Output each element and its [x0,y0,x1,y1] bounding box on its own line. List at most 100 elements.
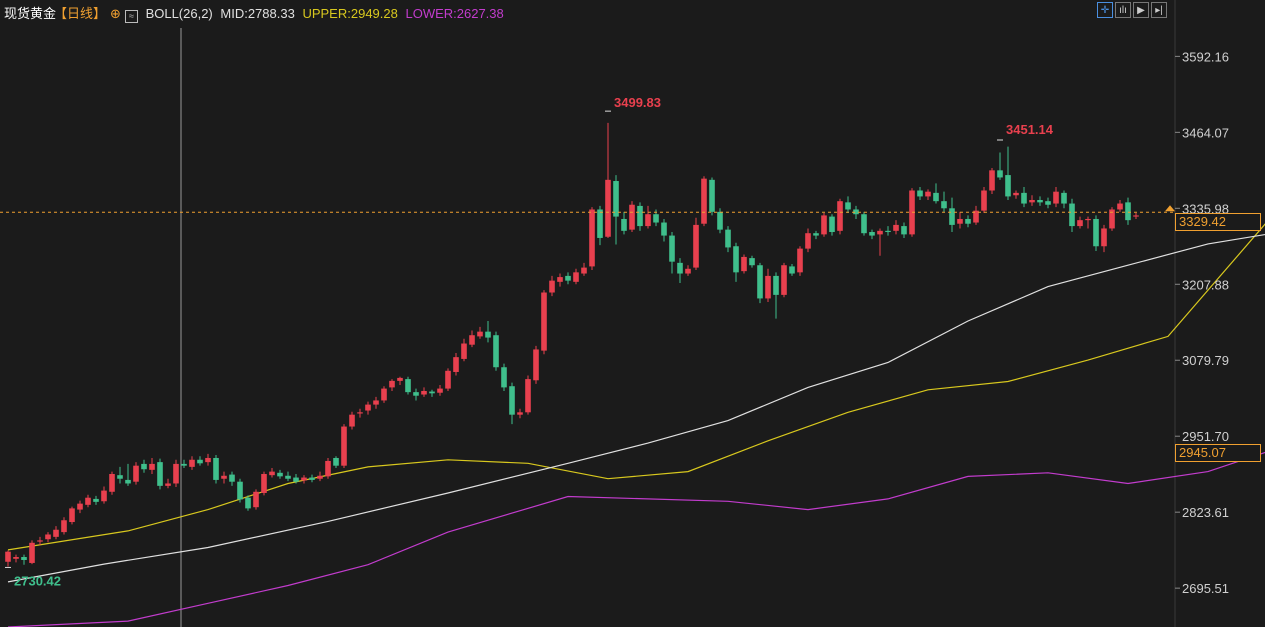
candle [93,495,99,505]
candle-body [885,230,891,233]
candle [549,275,555,297]
y-tick-label: 3464.07 [1182,125,1229,140]
indicator-name: BOLL(26,2) [145,6,213,21]
candle [61,517,67,535]
candle [213,455,219,484]
candle [285,471,291,482]
candle-body [317,475,323,479]
candle [173,459,179,488]
candle [877,228,883,256]
candle-body [605,179,611,237]
candle [957,211,963,229]
candle-body [149,463,155,470]
play-icon[interactable]: ▶ [1133,2,1149,18]
y-tick-label: 3335.98 [1182,201,1229,216]
candle [21,554,27,565]
candle-body [853,209,859,215]
candle [293,473,299,484]
current-price-badge: 3329.42 [1175,213,1261,232]
candle-body [1005,175,1011,197]
candle [765,268,771,302]
candle [925,189,931,200]
candle [941,191,947,212]
candle [141,459,147,473]
candle [557,273,563,287]
candle [269,468,275,478]
candle [861,211,867,236]
candle [1085,216,1091,229]
crosshair-icon[interactable]: ✛ [1097,2,1113,18]
candle [277,469,283,479]
candle-body [517,412,523,415]
extreme-annotations: 3499.83 3451.14 2730.42 [5,95,1054,588]
candle-body [1045,201,1051,205]
candle [989,167,995,195]
candle [829,214,835,236]
candle [253,489,259,510]
candle [757,262,763,304]
candle [677,258,683,284]
candle-body [1037,199,1043,203]
candle-body [213,457,219,480]
candle [821,213,827,237]
candle [301,475,307,484]
candle [221,471,227,484]
candle [837,198,843,235]
candles-icon[interactable]: ılı [1115,2,1131,18]
candle-body [925,191,931,197]
candle-body [373,400,379,405]
candle [1061,190,1067,209]
y-tick-label: 2951.70 [1182,429,1229,444]
candle [565,272,571,285]
candle-body [949,208,955,225]
next-icon[interactable]: ▸| [1151,2,1167,18]
y-tick-label: 3207.88 [1182,277,1229,292]
candle [205,453,211,466]
candle [437,385,443,396]
candle [397,376,403,386]
candle [317,471,323,482]
candle-body [485,331,491,338]
candle-body [133,465,139,482]
candle [485,320,491,343]
candle-body [221,475,227,479]
candle-body [661,222,667,236]
candle [645,205,651,229]
candle-body [669,235,675,262]
candle-body [861,214,867,234]
candle-body [85,497,91,505]
candle-body [621,218,627,231]
candle-body [77,503,83,510]
candle [117,466,123,484]
candle [1021,186,1027,208]
candle-body [1101,228,1107,247]
candle [325,457,331,479]
candle-body [157,462,163,486]
candle [885,226,891,236]
chart-header: 现货黄金【日线】 ⊕ ≈ BOLL(26,2) MID:2788.33 UPPER:… [4,3,508,23]
candle-body [869,232,875,236]
candle-body [981,190,987,211]
candle-body [445,370,451,389]
period-label[interactable]: 【日线】 [54,6,107,21]
candle-body [365,404,371,411]
candle [229,471,235,486]
candle-body [109,473,115,492]
candle [533,345,539,384]
candle-body [797,248,803,273]
candle-body [677,262,683,274]
candle [365,401,371,415]
candle-body [989,170,995,191]
candle [661,218,667,242]
candle [869,229,875,240]
candle-body [189,459,195,467]
candle-body [53,529,59,537]
candle-body [1085,218,1091,221]
candle [189,456,195,470]
candle-body [413,392,419,396]
indicator-icon[interactable]: ≈ [124,10,138,23]
candle [733,242,739,282]
candle [1101,224,1107,253]
toggle-circle-icon[interactable]: ⊕ [110,6,121,21]
